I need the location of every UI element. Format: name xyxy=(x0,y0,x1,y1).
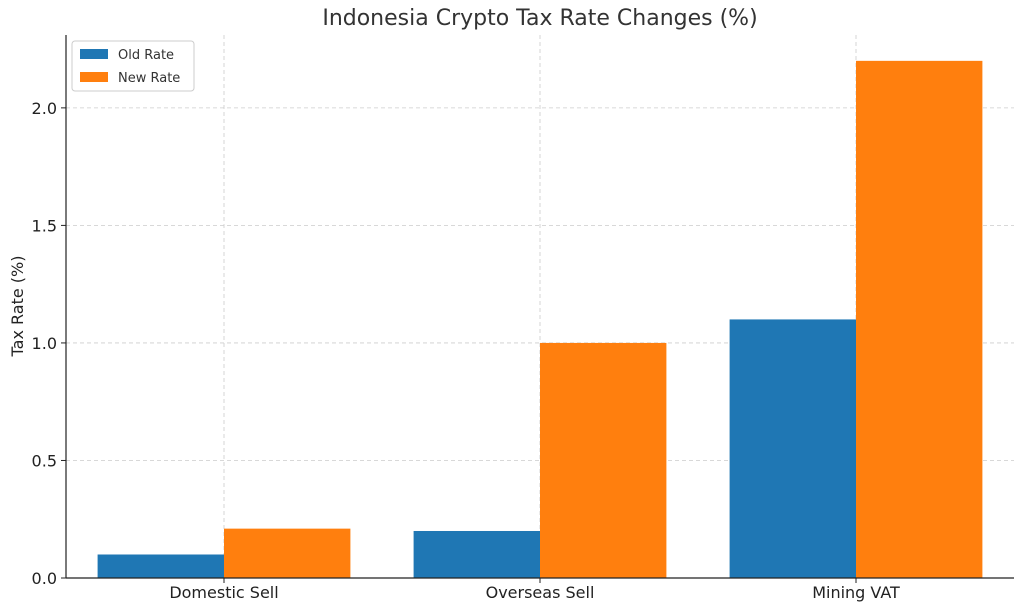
x-tick-label: Domestic Sell xyxy=(169,583,278,602)
chart-title: Indonesia Crypto Tax Rate Changes (%) xyxy=(322,6,758,31)
bar-new-rate-overseas-sell xyxy=(540,342,667,578)
bar-old-rate-overseas-sell xyxy=(413,530,540,578)
y-axis-label: Tax Rate (%) xyxy=(8,256,27,358)
y-tick-label: 0.5 xyxy=(32,451,57,470)
legend-label-old-rate: Old Rate xyxy=(118,48,174,63)
bar-new-rate-domestic-sell xyxy=(224,528,351,578)
legend-label-new-rate: New Rate xyxy=(118,71,180,86)
y-tick-label: 1.0 xyxy=(32,334,57,353)
bar-old-rate-mining-vat xyxy=(729,319,856,578)
legend-swatch-old-rate xyxy=(80,49,108,59)
bar-new-rate-mining-vat xyxy=(856,60,983,579)
bar-old-rate-domestic-sell xyxy=(97,554,224,578)
legend-swatch-new-rate xyxy=(80,72,108,82)
tick-labels: 0.0 0.5 1.0 1.5 2.0 Domestic Sell Overseas Sel… xyxy=(32,99,900,602)
y-tick-label: 0.0 xyxy=(32,569,57,588)
x-tick-label: Mining VAT xyxy=(812,583,900,602)
y-tick-label: 2.0 xyxy=(32,99,57,118)
x-tick-label: Overseas Sell xyxy=(486,583,595,602)
bars xyxy=(97,60,983,579)
legend: Old Rate New Rate xyxy=(71,40,195,92)
y-tick-label: 1.5 xyxy=(32,216,57,235)
